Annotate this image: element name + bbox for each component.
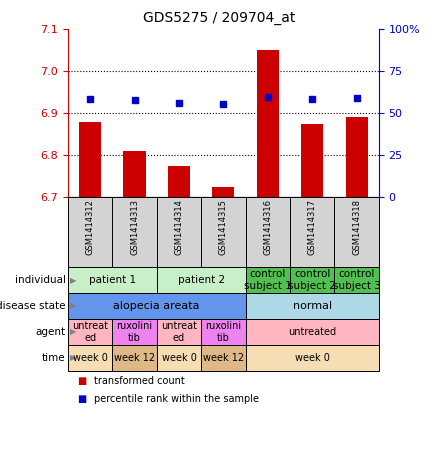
Text: patient 1: patient 1 bbox=[89, 275, 136, 285]
Text: ▶: ▶ bbox=[70, 328, 77, 336]
Bar bbox=[346, 117, 368, 197]
Text: GSM1414315: GSM1414315 bbox=[219, 199, 228, 255]
Text: control
subject 1: control subject 1 bbox=[244, 270, 292, 291]
Text: individual: individual bbox=[15, 275, 66, 285]
Bar bbox=[301, 124, 323, 197]
Text: alopecia areata: alopecia areata bbox=[113, 301, 200, 311]
Text: percentile rank within the sample: percentile rank within the sample bbox=[94, 394, 259, 404]
Text: ruxolini
tib: ruxolini tib bbox=[205, 321, 241, 342]
Text: agent: agent bbox=[35, 327, 66, 337]
Text: week 12: week 12 bbox=[114, 352, 155, 363]
Text: ▶: ▶ bbox=[70, 302, 77, 310]
Text: week 0: week 0 bbox=[295, 352, 330, 363]
Text: untreat
ed: untreat ed bbox=[161, 321, 197, 342]
Bar bbox=[168, 166, 190, 197]
Text: GSM1414312: GSM1414312 bbox=[85, 199, 95, 255]
Text: GSM1414317: GSM1414317 bbox=[308, 199, 317, 255]
Text: patient 2: patient 2 bbox=[177, 275, 225, 285]
Text: normal: normal bbox=[293, 301, 332, 311]
Text: control
subject 3: control subject 3 bbox=[333, 270, 381, 291]
Text: GSM1414318: GSM1414318 bbox=[352, 199, 361, 255]
Text: week 12: week 12 bbox=[203, 352, 244, 363]
Bar bbox=[124, 151, 145, 197]
Text: time: time bbox=[42, 352, 66, 363]
Bar bbox=[257, 50, 279, 197]
Text: GDS5275 / 209704_at: GDS5275 / 209704_at bbox=[143, 11, 295, 25]
Text: week 0: week 0 bbox=[73, 352, 108, 363]
Text: ▶: ▶ bbox=[70, 276, 77, 284]
Text: control
subject 2: control subject 2 bbox=[288, 270, 336, 291]
Text: GSM1414314: GSM1414314 bbox=[174, 199, 184, 255]
Text: untreat
ed: untreat ed bbox=[72, 321, 108, 342]
Text: transformed count: transformed count bbox=[94, 376, 185, 386]
Bar bbox=[212, 187, 234, 197]
Text: GSM1414313: GSM1414313 bbox=[130, 199, 139, 255]
Bar bbox=[79, 121, 101, 197]
Text: ■: ■ bbox=[77, 376, 86, 386]
Text: ruxolini
tib: ruxolini tib bbox=[117, 321, 152, 342]
Text: ■: ■ bbox=[77, 394, 86, 404]
Text: week 0: week 0 bbox=[162, 352, 196, 363]
Text: ▶: ▶ bbox=[70, 353, 77, 362]
Text: disease state: disease state bbox=[0, 301, 66, 311]
Text: untreated: untreated bbox=[288, 327, 336, 337]
Text: GSM1414316: GSM1414316 bbox=[263, 199, 272, 255]
